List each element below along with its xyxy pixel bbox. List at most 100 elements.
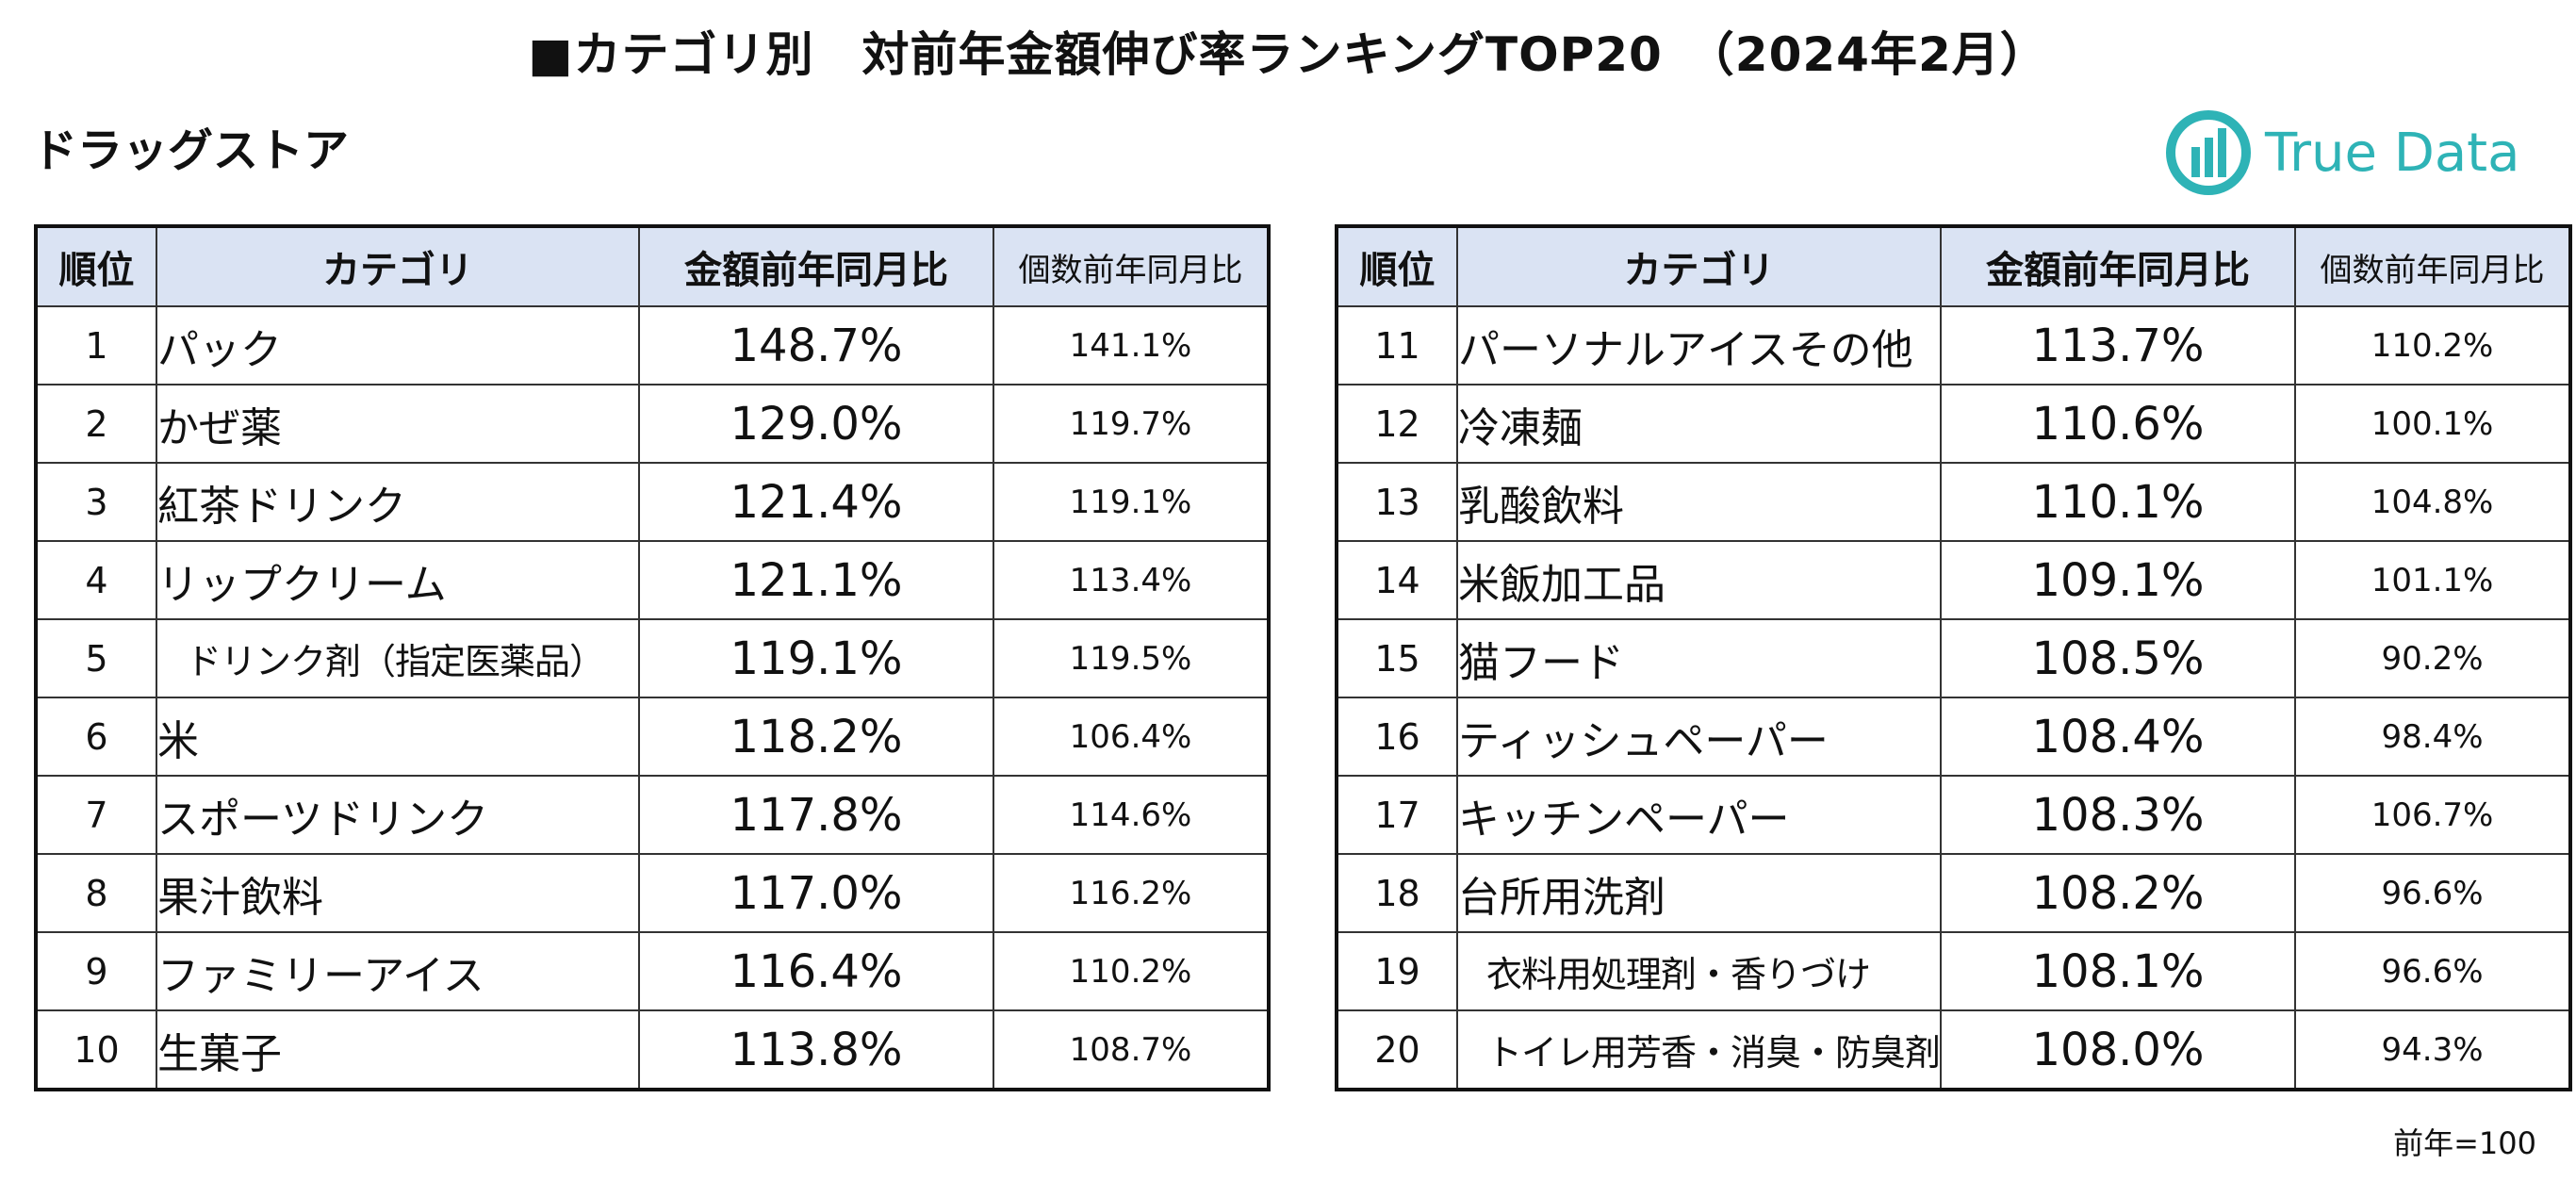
amount-yoy-cell: 108.0% <box>1940 1009 2297 1091</box>
rank-cell: 16 <box>1336 697 1458 777</box>
table-row: 20 トイレ用芳香・消臭・防臭剤 108.0% 94.3% <box>1336 1009 2572 1091</box>
col-header-qty-yoy: 個数前年同月比 <box>993 225 1270 307</box>
rank-cell: 17 <box>1336 775 1458 855</box>
category-cell: パック <box>156 305 640 385</box>
table-row: 17 キッチンペーパー 108.3% 106.7% <box>1336 775 2572 855</box>
col-header-qty-yoy: 個数前年同月比 <box>2294 225 2572 307</box>
qty-yoy-cell: 116.2% <box>993 853 1270 933</box>
rank-cell: 18 <box>1336 853 1458 933</box>
table-row: 4 リップクリーム 121.1% 113.4% <box>35 540 1270 620</box>
page-title: ■カテゴリ別 対前年金額伸び率ランキングTOP20 （2024年2月） <box>528 27 2048 82</box>
table-header-row: 順位 カテゴリ 金額前年同月比 個数前年同月比 <box>1336 225 2572 307</box>
category-cell: かぜ薬 <box>156 384 640 464</box>
rank-cell: 11 <box>1336 305 1458 385</box>
amount-yoy-cell: 108.2% <box>1940 853 2297 933</box>
qty-yoy-cell: 101.1% <box>2294 540 2572 620</box>
rank-cell: 8 <box>35 853 157 933</box>
category-cell: 米 <box>156 697 640 777</box>
amount-yoy-cell: 110.1% <box>1940 462 2297 542</box>
qty-yoy-cell: 119.5% <box>993 618 1270 698</box>
amount-yoy-cell: 110.6% <box>1940 384 2297 464</box>
table-row: 15 猫フード 108.5% 90.2% <box>1336 618 2572 698</box>
table-row: 6 米 118.2% 106.4% <box>35 697 1270 777</box>
col-header-rank: 順位 <box>1336 225 1458 307</box>
table-row: 9 ファミリーアイス 116.4% 110.2% <box>35 931 1270 1011</box>
table-row: 19 衣料用処理剤・香りづけ 108.1% 96.6% <box>1336 931 2572 1011</box>
category-cell: 衣料用処理剤・香りづけ <box>1455 931 1943 1011</box>
qty-yoy-cell: 106.4% <box>993 697 1270 777</box>
amount-yoy-cell: 116.4% <box>638 931 994 1011</box>
amount-yoy-cell: 113.8% <box>638 1009 994 1091</box>
rank-cell: 19 <box>1336 931 1458 1011</box>
category-cell: 猫フード <box>1455 618 1943 698</box>
qty-yoy-cell: 141.1% <box>993 305 1270 385</box>
qty-yoy-cell: 110.2% <box>2294 305 2572 385</box>
table-row: 12 冷凍麺 110.6% 100.1% <box>1336 384 2572 464</box>
amount-yoy-cell: 108.3% <box>1940 775 2297 855</box>
category-cell: 台所用洗剤 <box>1455 853 1943 933</box>
col-header-category: カテゴリ <box>156 225 640 307</box>
amount-yoy-cell: 108.4% <box>1940 697 2297 777</box>
qty-yoy-cell: 94.3% <box>2294 1009 2572 1091</box>
rank-cell: 6 <box>35 697 157 777</box>
table-row: 14 米飯加工品 109.1% 101.1% <box>1336 540 2572 620</box>
rank-cell: 4 <box>35 540 157 620</box>
table-row: 5 ドリンク剤（指定医薬品） 119.1% 119.5% <box>35 618 1270 698</box>
category-cell: リップクリーム <box>156 540 640 620</box>
amount-yoy-cell: 118.2% <box>638 697 994 777</box>
qty-yoy-cell: 96.6% <box>2294 931 2572 1011</box>
rank-cell: 7 <box>35 775 157 855</box>
col-header-rank: 順位 <box>35 225 157 307</box>
category-cell: スポーツドリンク <box>156 775 640 855</box>
amount-yoy-cell: 121.1% <box>638 540 994 620</box>
col-header-amount-yoy: 金額前年同月比 <box>638 225 994 307</box>
table-row: 18 台所用洗剤 108.2% 96.6% <box>1336 853 2572 933</box>
rank-cell: 3 <box>35 462 157 542</box>
category-cell: 生菓子 <box>156 1009 640 1091</box>
category-cell: ティッシュペーパー <box>1455 697 1943 777</box>
qty-yoy-cell: 108.7% <box>993 1009 1270 1091</box>
bar-chart-logo-icon <box>2166 110 2251 195</box>
col-header-amount-yoy: 金額前年同月比 <box>1940 225 2297 307</box>
table-row: 10 生菓子 113.8% 108.7% <box>35 1009 1270 1091</box>
category-cell: ドリンク剤（指定医薬品） <box>156 618 640 698</box>
qty-yoy-cell: 119.7% <box>993 384 1270 464</box>
amount-yoy-cell: 148.7% <box>638 305 994 385</box>
table-row: 13 乳酸飲料 110.1% 104.8% <box>1336 462 2572 542</box>
brand-logo: True Data <box>2163 106 2519 200</box>
amount-yoy-cell: 108.5% <box>1940 618 2297 698</box>
channel-subtitle: ドラッグストア <box>32 124 350 177</box>
qty-yoy-cell: 100.1% <box>2294 384 2572 464</box>
rank-cell: 12 <box>1336 384 1458 464</box>
qty-yoy-cell: 119.1% <box>993 462 1270 542</box>
rank-cell: 1 <box>35 305 157 385</box>
amount-yoy-cell: 117.0% <box>638 853 994 933</box>
table-row: 16 ティッシュペーパー 108.4% 98.4% <box>1336 697 2572 777</box>
table-row: 11 パーソナルアイスその他 113.7% 110.2% <box>1336 305 2572 385</box>
footnote-base-year: 前年=100 <box>2393 1125 2536 1161</box>
qty-yoy-cell: 106.7% <box>2294 775 2572 855</box>
category-cell: トイレ用芳香・消臭・防臭剤 <box>1455 1009 1943 1091</box>
rank-cell: 20 <box>1336 1009 1458 1091</box>
qty-yoy-cell: 90.2% <box>2294 618 2572 698</box>
ranking-table-left: 順位 カテゴリ 金額前年同月比 個数前年同月比 1 パック 148.7% 141.1%… <box>34 224 1271 1091</box>
category-cell: キッチンペーパー <box>1455 775 1943 855</box>
qty-yoy-cell: 104.8% <box>2294 462 2572 542</box>
category-cell: 米飯加工品 <box>1455 540 1943 620</box>
table-row: 1 パック 148.7% 141.1% <box>35 305 1270 385</box>
category-cell: パーソナルアイスその他 <box>1455 305 1943 385</box>
rank-cell: 10 <box>35 1009 157 1091</box>
rank-cell: 2 <box>35 384 157 464</box>
rank-cell: 13 <box>1336 462 1458 542</box>
qty-yoy-cell: 98.4% <box>2294 697 2572 777</box>
table-row: 2 かぜ薬 129.0% 119.7% <box>35 384 1270 464</box>
logo-text: True Data <box>2265 122 2520 184</box>
rank-cell: 9 <box>35 931 157 1011</box>
rank-cell: 14 <box>1336 540 1458 620</box>
amount-yoy-cell: 113.7% <box>1940 305 2297 385</box>
amount-yoy-cell: 117.8% <box>638 775 994 855</box>
category-cell: 紅茶ドリンク <box>156 462 640 542</box>
category-cell: 冷凍麺 <box>1455 384 1943 464</box>
qty-yoy-cell: 113.4% <box>993 540 1270 620</box>
amount-yoy-cell: 129.0% <box>638 384 994 464</box>
